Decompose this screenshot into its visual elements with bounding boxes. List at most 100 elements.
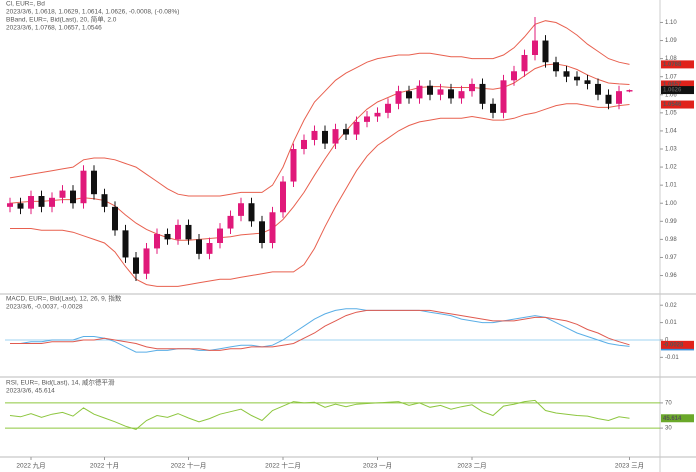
candle-body	[101, 194, 108, 207]
y-tick-label: 1.02	[665, 165, 677, 171]
candle-body	[542, 40, 549, 63]
candle-body	[385, 103, 391, 113]
candle-body	[80, 170, 87, 204]
series-line	[9, 399, 630, 430]
y-tick-label: 1.04	[665, 129, 677, 135]
panel-header: 2023/3/6, 1.0768, 1.0657, 1.0546	[6, 25, 102, 32]
candle-body	[175, 224, 181, 240]
candle-body	[343, 129, 349, 135]
candle-body	[605, 94, 612, 104]
candle-body	[332, 129, 339, 144]
candle-body	[574, 76, 580, 81]
y-tick-label: 0.98	[665, 237, 677, 243]
candle-body	[458, 91, 465, 99]
y-tick-label: 70	[665, 400, 672, 406]
last-value-box	[661, 86, 694, 95]
candle-body	[112, 206, 118, 231]
last-value-label: 1.0626	[663, 88, 682, 94]
last-value-box	[661, 80, 694, 89]
y-tick-label: 0.97	[665, 255, 677, 261]
last-value-label: 1.0657	[663, 82, 682, 88]
candle-body	[364, 116, 370, 122]
candle-body	[584, 80, 591, 84]
candle-body	[122, 230, 129, 258]
candle-body	[563, 71, 570, 77]
y-tick-label: 1.03	[665, 147, 677, 153]
panel-header: MACD, EUR=, Bid(Last), 12, 26, 9, 指数	[6, 294, 122, 303]
y-tick-label: 1.06	[665, 92, 677, 98]
candle-body	[416, 85, 423, 99]
panel-header: 2023/3/6, 45.614	[6, 388, 55, 395]
candle-body	[49, 197, 55, 207]
panel-header: RSI, EUR=, Bid(Last), 14, 威尔德平滑	[6, 378, 115, 387]
candle-body	[70, 190, 76, 204]
last-value-label: 45.614	[663, 416, 682, 422]
candle-body	[196, 239, 202, 254]
candle-body	[38, 196, 45, 207]
last-value-label: 1.0768	[663, 62, 682, 68]
candle-body	[248, 203, 255, 222]
x-tick-label: 2022 十一月	[171, 461, 207, 470]
y-tick-label: 1.08	[665, 56, 677, 62]
candle-body	[290, 149, 297, 182]
candle-body	[479, 83, 486, 104]
candle-body	[311, 130, 318, 140]
candle-body	[511, 71, 517, 81]
candle-body	[17, 203, 24, 209]
candle-body	[500, 80, 507, 113]
candle-body	[301, 139, 307, 149]
y-tick-label: 1.01	[665, 183, 677, 189]
candle-body	[206, 243, 213, 254]
candle-body	[280, 181, 286, 213]
panel-header: 2023/3/6, 1.0618, 1.0629, 1.0614, 1.0626…	[6, 9, 179, 16]
candle-body	[490, 103, 496, 113]
candle-body	[616, 91, 622, 104]
candle-body	[269, 212, 276, 243]
last-value-box	[661, 60, 694, 69]
y-tick-label: 1.07	[665, 74, 677, 80]
last-value-label: -0.0028	[663, 342, 684, 348]
candle-body	[322, 130, 328, 144]
x-tick-label: 2023 一月	[363, 462, 392, 470]
candle-body	[154, 233, 160, 249]
candle-body	[7, 203, 13, 207]
candle-body	[59, 190, 66, 198]
candle-body	[227, 215, 234, 229]
last-value-box	[661, 340, 694, 349]
y-tick-label: 0.01	[665, 320, 677, 326]
candle-body	[626, 90, 633, 92]
candle-body	[406, 91, 412, 99]
x-tick-label: 2023 三月	[615, 462, 644, 470]
y-tick-label: 0	[665, 338, 669, 344]
candle-body	[437, 89, 444, 95]
y-tick-label: 1.10	[665, 20, 677, 26]
candle-body	[553, 62, 559, 72]
candle-body	[427, 85, 433, 95]
x-tick-label: 2023 二月	[457, 462, 486, 470]
panel-header: Cl, EUR=, Bd	[6, 1, 45, 8]
x-tick-label: 2022 十月	[90, 461, 119, 470]
last-value-box	[661, 100, 694, 109]
candle-body	[143, 248, 150, 274]
candle-body	[469, 83, 475, 92]
panel-header: BBand, EUR=, Bid(Last), 20, 简单, 2.0	[6, 15, 117, 24]
candle-body	[185, 224, 192, 240]
candle-body	[28, 196, 34, 209]
series-line	[9, 20, 630, 197]
candle-body	[532, 40, 538, 55]
y-tick-label: 0.96	[665, 273, 677, 279]
y-tick-label: 1.00	[665, 201, 677, 207]
candle-body	[238, 203, 244, 216]
y-tick-label: 30	[665, 426, 672, 432]
last-value-label: 1.0546	[663, 102, 682, 108]
series-line	[10, 309, 630, 351]
candle-body	[164, 233, 171, 240]
x-tick-label: 2022 九月	[16, 461, 45, 470]
candle-body	[374, 112, 381, 117]
x-tick-label: 2022 十二月	[265, 461, 301, 470]
candle-body	[91, 170, 97, 195]
candle-body	[395, 91, 402, 104]
last-value-box	[661, 414, 694, 423]
